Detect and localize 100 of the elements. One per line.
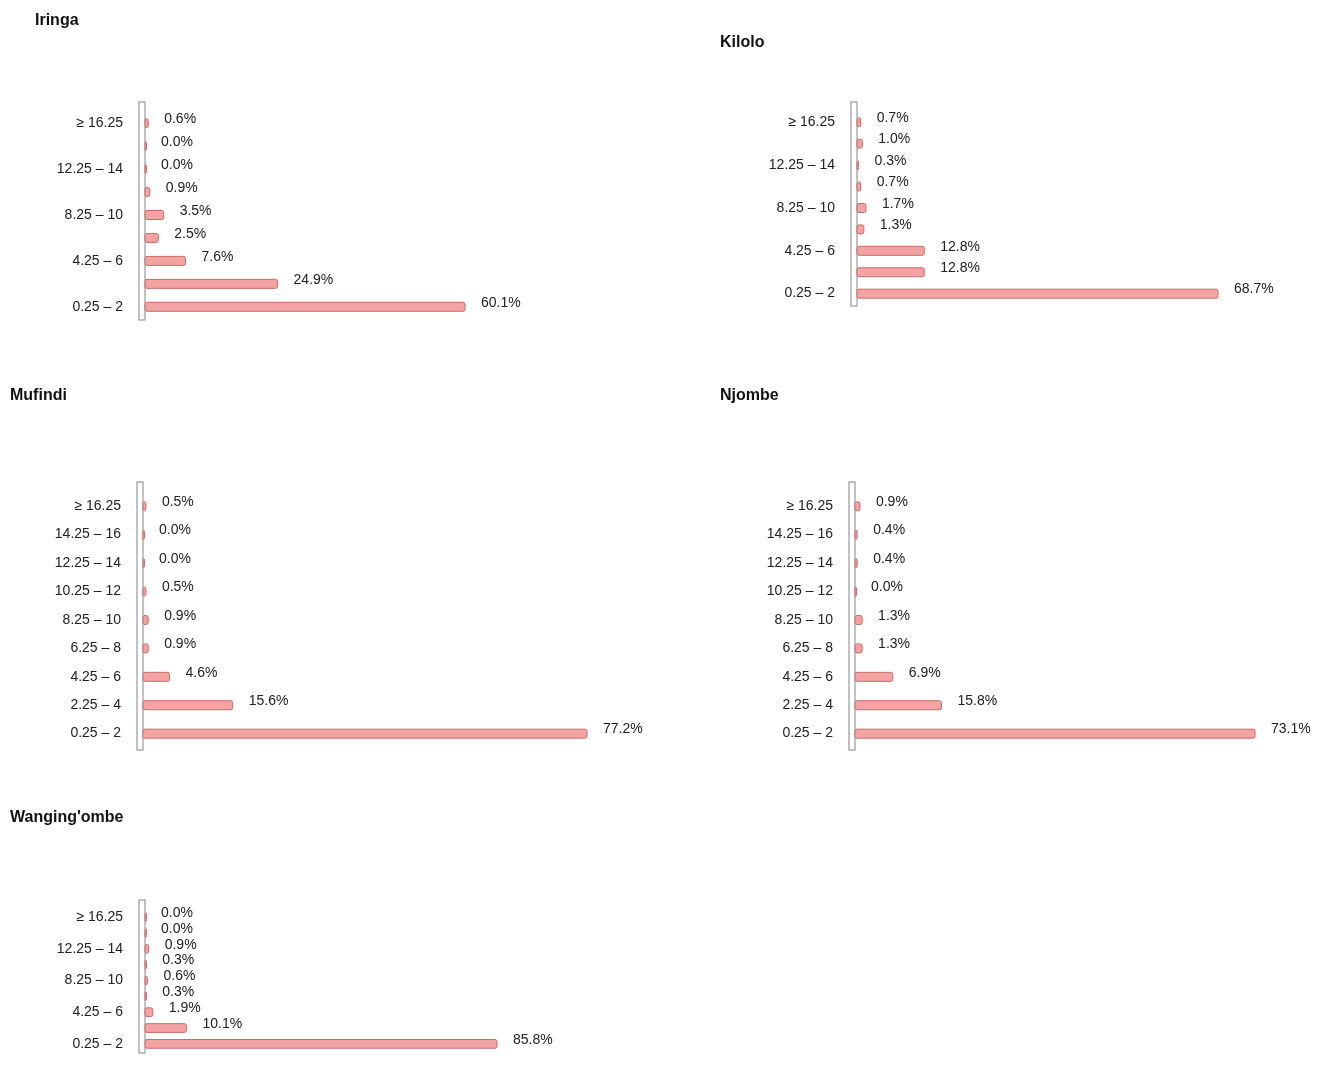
bar xyxy=(142,643,149,654)
y-tick-label: 12.25 – 14 xyxy=(766,553,834,570)
data-label: 1.9% xyxy=(168,998,201,1015)
y-tick-label: 6.25 – 8 xyxy=(70,639,122,656)
bar xyxy=(144,975,148,986)
data-label: 0.5% xyxy=(161,578,194,595)
bar xyxy=(144,278,279,289)
y-tick-label: 4.25 – 6 xyxy=(70,667,122,684)
bar xyxy=(854,529,858,540)
bar xyxy=(144,1039,498,1049)
bar xyxy=(142,615,149,625)
bar xyxy=(856,138,863,149)
data-label: 15.8% xyxy=(957,691,998,708)
chart-title: Mufindi xyxy=(10,386,67,403)
y-tick-label: 8.25 – 10 xyxy=(774,610,834,627)
chart-title: Wanging'ombe xyxy=(10,808,124,825)
data-label: 10.1% xyxy=(202,1014,243,1031)
y-tick-label: ≥ 16.25 xyxy=(788,113,836,130)
chart-title: Iringa xyxy=(35,11,79,28)
data-label: 0.4% xyxy=(873,521,906,538)
bar xyxy=(854,728,1256,739)
y-tick-label: 12.25 – 14 xyxy=(56,939,124,956)
data-label: 7.6% xyxy=(201,247,234,264)
y-tick-label: 0.25 – 2 xyxy=(782,724,834,741)
data-label: 1.7% xyxy=(881,194,914,211)
chart-title: Kilolo xyxy=(720,33,765,50)
y-tick-label: 4.25 – 6 xyxy=(72,1002,124,1019)
data-label: 0.0% xyxy=(161,903,193,920)
data-label: 0.9% xyxy=(164,935,197,952)
y-tick-label: 12.25 – 14 xyxy=(54,553,122,570)
y-tick-label: 0.25 – 2 xyxy=(72,297,124,314)
data-label: 0.6% xyxy=(163,967,196,984)
y-tick-label: 14.25 – 16 xyxy=(766,525,834,542)
y-tick-label: ≥ 16.25 xyxy=(74,497,122,514)
bar xyxy=(144,210,165,220)
y-tick-label: 8.25 – 10 xyxy=(64,971,124,988)
bar xyxy=(144,187,151,198)
data-label: 1.3% xyxy=(878,635,911,652)
bar xyxy=(856,203,867,213)
data-label: 24.9% xyxy=(293,270,334,287)
y-tick-label: 8.25 – 10 xyxy=(62,610,122,627)
data-label: 0.3% xyxy=(874,151,907,168)
data-label: 77.2% xyxy=(603,720,643,737)
bar xyxy=(142,671,170,682)
data-label: 60.1% xyxy=(481,293,521,310)
bar xyxy=(854,700,942,711)
bar xyxy=(854,615,863,625)
y-tick-label: 4.25 – 6 xyxy=(782,667,834,684)
data-label: 0.0% xyxy=(871,578,903,595)
y-tick-label: 4.25 – 6 xyxy=(784,241,836,258)
data-label: 0.4% xyxy=(873,549,906,566)
y-tick-label: 10.25 – 12 xyxy=(766,582,834,599)
y-tick-label: 8.25 – 10 xyxy=(776,198,836,215)
bar xyxy=(142,728,588,739)
data-label: 73.1% xyxy=(1271,720,1311,737)
data-label: 0.0% xyxy=(161,155,193,172)
data-label: 12.8% xyxy=(940,237,980,254)
data-label: 0.0% xyxy=(161,919,193,936)
bar xyxy=(854,501,861,512)
y-tick-label: 8.25 – 10 xyxy=(64,205,124,222)
data-label: 68.7% xyxy=(1234,280,1274,297)
y-tick-label: 2.25 – 4 xyxy=(782,695,834,712)
bar xyxy=(144,1023,187,1033)
data-label: 0.9% xyxy=(164,606,197,623)
y-tick-label: ≥ 16.25 xyxy=(786,497,834,514)
bar xyxy=(142,586,147,597)
data-label: 85.8% xyxy=(513,1030,553,1047)
y-tick-label: 6.25 – 8 xyxy=(782,639,834,656)
y-tick-label: 12.25 – 14 xyxy=(768,155,836,172)
data-label: 0.0% xyxy=(159,549,191,566)
data-label: 0.5% xyxy=(161,493,194,510)
data-label: 0.0% xyxy=(161,132,193,149)
data-label: 0.7% xyxy=(876,173,909,190)
data-label: 0.3% xyxy=(162,983,195,1000)
bar xyxy=(142,700,234,711)
data-label: 0.9% xyxy=(875,493,908,510)
data-label: 0.3% xyxy=(162,951,195,968)
y-tick-label: 0.25 – 2 xyxy=(72,1034,124,1051)
y-tick-label: 4.25 – 6 xyxy=(72,251,124,268)
data-label: 3.5% xyxy=(179,201,212,218)
bar xyxy=(854,643,863,654)
y-tick-label: 0.25 – 2 xyxy=(70,724,122,741)
bar xyxy=(854,558,858,569)
data-label: 12.8% xyxy=(940,258,980,275)
y-tick-label: 2.25 – 4 xyxy=(70,695,122,712)
data-label: 4.6% xyxy=(185,663,218,680)
data-label: 0.6% xyxy=(164,109,197,126)
data-label: 0.7% xyxy=(876,109,909,126)
y-tick-label: ≥ 16.25 xyxy=(76,113,124,130)
y-tick-label: ≥ 16.25 xyxy=(76,907,124,924)
data-label: 15.6% xyxy=(248,691,289,708)
bar xyxy=(144,1007,154,1018)
y-tick-label: 10.25 – 12 xyxy=(54,582,122,599)
data-label: 2.5% xyxy=(174,224,207,241)
chart-title: Njombe xyxy=(720,386,779,403)
data-label: 1.0% xyxy=(878,130,911,147)
data-label: 0.9% xyxy=(164,635,197,652)
bar xyxy=(144,255,186,266)
y-tick-label: 0.25 – 2 xyxy=(784,284,836,301)
bar xyxy=(144,232,159,243)
